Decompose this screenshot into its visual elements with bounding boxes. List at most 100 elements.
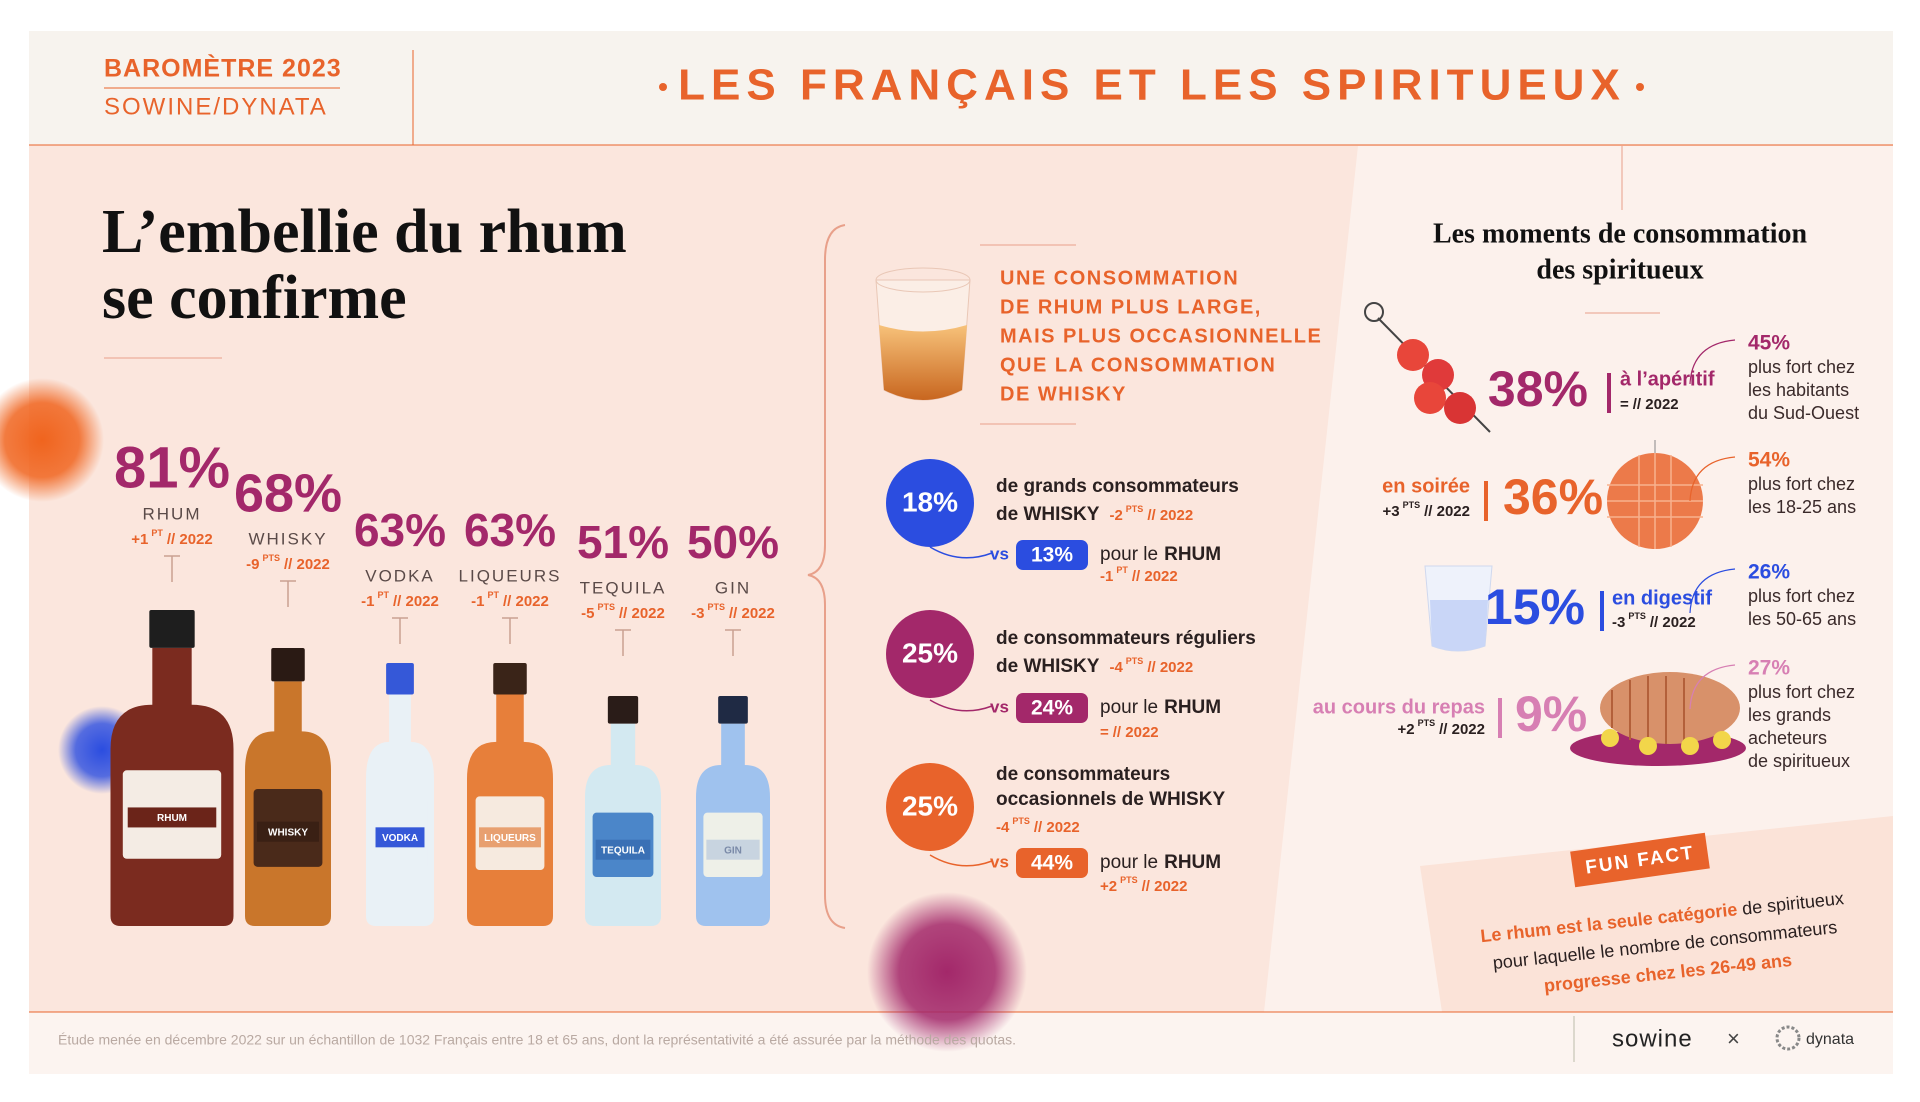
bottle	[366, 663, 434, 926]
moment-change: +3 PTS// 2022	[1383, 500, 1471, 520]
highlight-line: plus fort chez	[1748, 586, 1855, 606]
spirit-change: -1 PT // 2022	[361, 590, 439, 610]
bottle-label-text: WHISKY	[268, 827, 308, 838]
delta-value: -3	[1612, 614, 1625, 631]
rum-prefix: pour le	[1100, 544, 1158, 565]
garnish	[1639, 737, 1657, 755]
delta-ref: // 2022	[729, 605, 775, 622]
shot-liquid	[1430, 600, 1488, 651]
delta-unit: PT	[151, 528, 163, 538]
brand-separator: ×	[1727, 1026, 1740, 1051]
vs: vs	[990, 697, 1009, 716]
dynata-mark	[1775, 1025, 1801, 1051]
summary-line: QUE LA CONSOMMATION	[1000, 354, 1276, 376]
roast	[1600, 672, 1740, 744]
garnish	[1713, 731, 1731, 749]
disco-icon	[1607, 440, 1703, 549]
stem	[280, 580, 296, 607]
bottle	[467, 663, 553, 926]
rum-name: RHUM	[1164, 697, 1221, 718]
spirit-pct: 51%	[577, 516, 669, 568]
brace	[807, 224, 846, 929]
moment-bar	[1498, 698, 1502, 738]
spirit-name: VODKA	[365, 566, 435, 585]
rum-name: RHUM	[1164, 544, 1221, 565]
whisky-change: -2 PTS// 2022	[1109, 504, 1193, 524]
delta-ref: // 2022	[1424, 503, 1470, 520]
delta-value: -5	[581, 605, 594, 622]
whisky-change: -4 PTS// 2022	[1109, 656, 1193, 676]
moment-change: =// 2022	[1620, 396, 1679, 413]
footer-note: Étude menée en décembre 2022 sur un écha…	[58, 1032, 1016, 1048]
spirit-change: -3 PTS // 2022	[691, 602, 775, 622]
delta-value: +3	[1383, 503, 1400, 520]
highlight-line: les habitants	[1748, 380, 1849, 400]
rum-pill	[1016, 693, 1088, 723]
stem	[725, 629, 741, 656]
delta-value: -1	[471, 593, 484, 610]
comparison-line: de consommateurs	[996, 764, 1170, 785]
rum-change: -1 PT // 2022	[1100, 565, 1178, 585]
summary-line: UNE CONSOMMATION	[1000, 267, 1239, 289]
delta-ref: // 2022	[1439, 721, 1485, 738]
comparison-pct: 25%	[902, 637, 958, 668]
highlight-arc	[1689, 339, 1736, 385]
delta-value: -9	[246, 556, 259, 573]
tomato	[1414, 382, 1446, 414]
delta-ref: // 2022	[1633, 396, 1679, 413]
link-arc	[929, 699, 993, 712]
rum-pct: 24%	[1031, 697, 1073, 720]
roast-string	[1611, 676, 1685, 744]
highlight-line: les 18-25 ans	[1748, 497, 1856, 517]
comparison-line: de consommateurs réguliers	[996, 628, 1256, 649]
garnish	[1601, 729, 1619, 747]
delta-value: +1	[131, 531, 148, 548]
highlight-line: acheteurs	[1748, 728, 1827, 748]
highlight-line: plus fort chez	[1748, 474, 1855, 494]
delta-unit: PTS	[1126, 504, 1144, 514]
headline: se confirme	[102, 264, 407, 332]
delta-ref: // 2022	[393, 593, 439, 610]
source: SOWINE/DYNATA	[104, 93, 328, 120]
delta-value: -2	[1109, 507, 1122, 524]
delta-ref: // 2022	[167, 531, 213, 548]
bottle-band	[595, 839, 651, 860]
brand-sowine: sowine	[1612, 1025, 1693, 1052]
roast-icon	[1570, 672, 1746, 766]
spirit-name: WHISKY	[248, 529, 327, 548]
delta-ref: // 2022	[1147, 507, 1193, 524]
title-dot	[1636, 83, 1644, 91]
whisky-change: -4 PTS// 2022	[996, 816, 1080, 836]
summary-line: DE WHISKY	[1000, 383, 1127, 405]
bottle-label-text: GIN	[724, 845, 742, 856]
bottle	[696, 696, 770, 926]
tomato	[1444, 392, 1476, 424]
bottle-band	[127, 807, 217, 828]
delta-unit: PTS	[597, 602, 615, 612]
glass-rim	[875, 267, 971, 293]
stem	[164, 555, 180, 582]
blob-magenta	[867, 892, 1027, 1052]
comparison-line: de WHISKY	[996, 656, 1100, 677]
title-dot	[659, 83, 667, 91]
comparison-line: de WHISKY	[996, 504, 1100, 525]
spirit-name: LIQUEURS	[459, 566, 562, 585]
skewer-icon	[1364, 302, 1491, 433]
tag-box	[1570, 832, 1710, 888]
vs: vs	[990, 544, 1009, 563]
rum-change: =// 2022	[1100, 724, 1159, 741]
highlight-arc	[1689, 664, 1736, 710]
rum-name: RHUM	[1164, 852, 1221, 873]
comparison-pct: 18%	[902, 486, 958, 517]
bottle-cap	[718, 696, 748, 724]
highlight-line: plus fort chez	[1748, 682, 1855, 702]
disco-grid	[1607, 453, 1703, 549]
delta-ref: // 2022	[1034, 819, 1080, 836]
blob-orange	[0, 378, 104, 502]
bottle-band	[479, 827, 541, 848]
moment-bar	[1600, 591, 1604, 631]
bottle-label-text: RHUM	[157, 813, 187, 824]
bottle-band	[257, 821, 319, 842]
delta-value: =	[1100, 724, 1109, 741]
rum-pill	[1016, 848, 1088, 878]
